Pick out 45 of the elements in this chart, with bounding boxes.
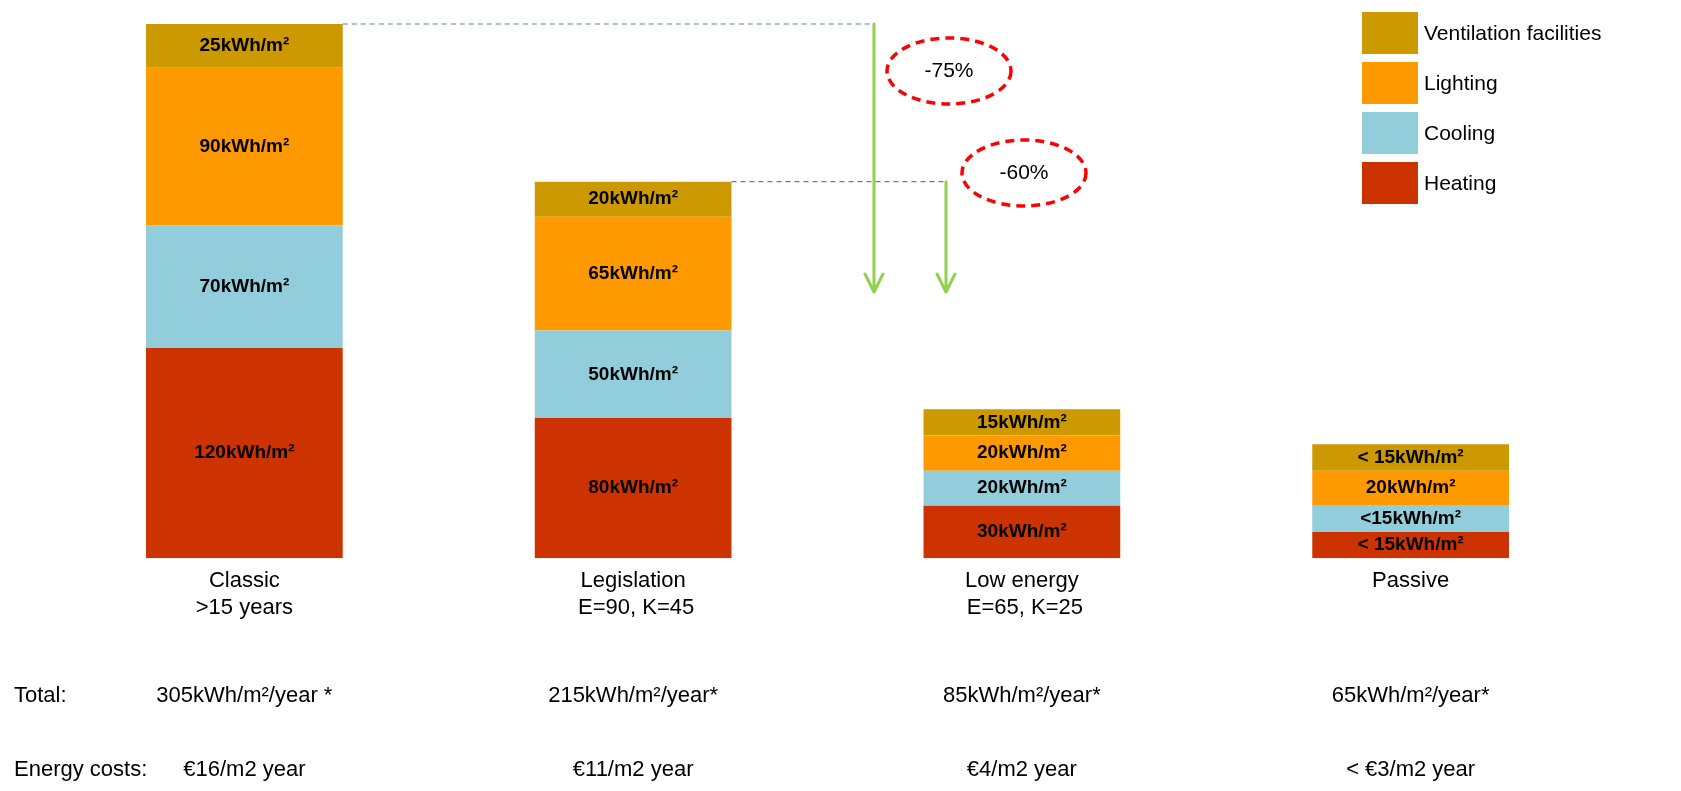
data-label: 70kWh/m² [199, 274, 290, 296]
data-label: 120kWh/m² [194, 441, 295, 463]
bar [1312, 470, 1509, 506]
legend-label: Lighting [1424, 71, 1498, 95]
data-label: < 15kWh/m² [1357, 533, 1464, 555]
legend-label: Ventilation facilities [1424, 21, 1602, 45]
bar [146, 225, 343, 349]
text: < €3/m2 year [1346, 756, 1476, 782]
bar [534, 216, 732, 331]
x-tick-label: Classic >15 years [195, 567, 293, 619]
bar [534, 418, 732, 559]
bar [534, 330, 732, 419]
data-label: 65kWh/m² [588, 261, 678, 283]
data-label: 20kWh/m² [977, 476, 1067, 498]
text: Total: [14, 682, 67, 708]
text: €4/m2 year [966, 756, 1077, 782]
text: 305kWh/m²/year * [156, 682, 333, 708]
text: 85kWh/m²/year* [943, 682, 1102, 708]
data-label: < 15kWh/m² [1357, 445, 1464, 467]
bar [146, 67, 343, 226]
text: 215kWh/m²/year* [548, 682, 719, 708]
bar [146, 348, 343, 559]
annotation: -75% [924, 57, 974, 81]
data-label: 50kWh/m² [588, 362, 678, 384]
data-label: 20kWh/m² [1365, 476, 1456, 498]
x-tick-label: Legislation E=90, K=45 [571, 567, 695, 619]
text: Energy costs: [14, 756, 148, 782]
x-tick-label: Low energy E=65, K=25 [960, 567, 1084, 619]
bar [923, 505, 1121, 559]
legend-label: Heating [1424, 171, 1497, 195]
annotation: -60% [999, 159, 1049, 183]
text: €11/m2 year [572, 756, 694, 782]
x-tick-label: Passive [1372, 567, 1450, 593]
data-label: 20kWh/m² [588, 187, 678, 209]
bar [146, 24, 343, 68]
text: €16/m2 year [183, 756, 306, 782]
text: 65kWh/m²/year* [1331, 682, 1490, 708]
data-label: 30kWh/m² [977, 520, 1067, 542]
data-label: 20kWh/m² [977, 441, 1067, 463]
legend-label: Cooling [1424, 121, 1496, 145]
data-label: 15kWh/m² [977, 410, 1067, 432]
data-label: <15kWh/m² [1360, 507, 1462, 529]
data-label: 90kWh/m² [199, 134, 290, 156]
data-label: 25kWh/m² [199, 34, 290, 56]
data-label: 80kWh/m² [588, 476, 678, 498]
